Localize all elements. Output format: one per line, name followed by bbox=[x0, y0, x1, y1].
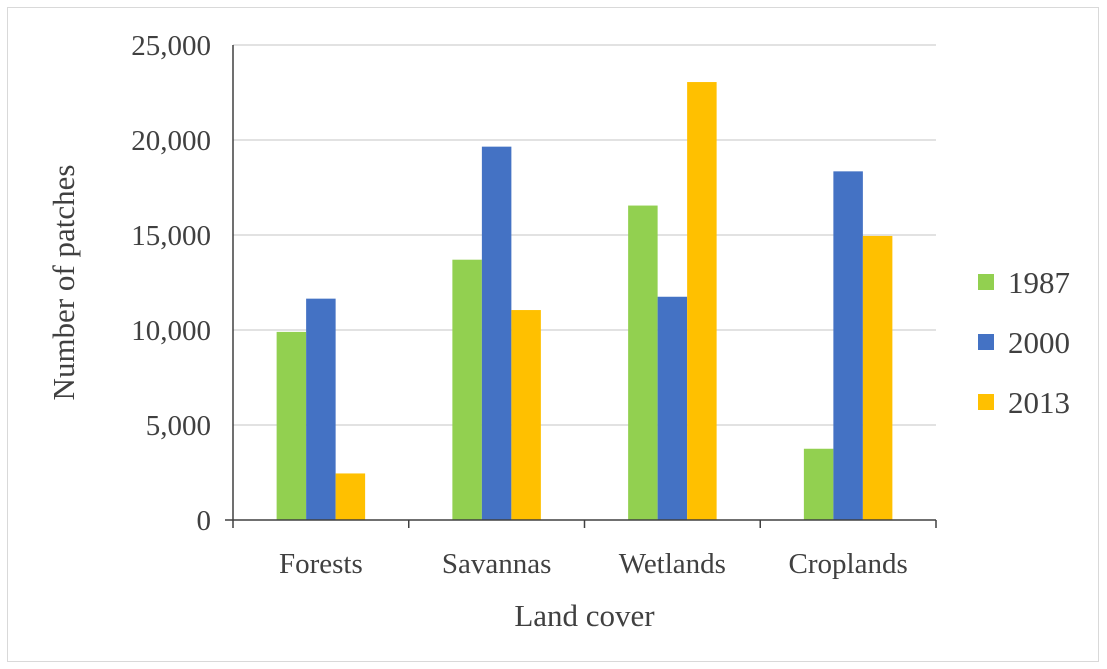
x-category-label: Wetlands bbox=[619, 548, 726, 580]
legend-label: 1987 bbox=[1008, 265, 1070, 300]
y-tick-label: 10,000 bbox=[131, 315, 211, 347]
y-tick-label: 25,000 bbox=[131, 30, 211, 62]
x-category-label: Savannas bbox=[442, 548, 552, 580]
legend-swatch-2013 bbox=[978, 394, 994, 410]
y-tick-label: 0 bbox=[197, 505, 212, 537]
bar-2000-forests bbox=[306, 298, 336, 520]
y-tick-label: 5,000 bbox=[146, 410, 211, 442]
legend-swatch-1987 bbox=[978, 274, 994, 290]
axes bbox=[225, 45, 937, 528]
legend-label: 2013 bbox=[1008, 385, 1070, 420]
x-category-labels: Forests Savannas Wetlands Croplands bbox=[279, 548, 908, 580]
chart-frame: 0 5,000 10,000 15,000 20,000 25,000 Forests Sa… bbox=[7, 7, 1099, 662]
bar-2000-savannas bbox=[481, 146, 512, 520]
bars bbox=[276, 82, 893, 521]
bar-2013-croplands bbox=[862, 235, 893, 520]
x-category-label: Forests bbox=[279, 548, 363, 580]
bar-1987-forests bbox=[276, 331, 307, 520]
bar-2013-forests bbox=[335, 473, 366, 520]
bar-2013-savannas bbox=[511, 310, 541, 520]
bar-2000-croplands bbox=[833, 171, 863, 520]
y-tick-labels: 0 5,000 10,000 15,000 20,000 25,000 bbox=[131, 30, 211, 537]
legend: 1987 2000 2013 bbox=[978, 265, 1070, 420]
bar-1987-croplands bbox=[803, 448, 834, 520]
x-axis-title: Land cover bbox=[514, 598, 655, 633]
y-tick-label: 15,000 bbox=[131, 220, 211, 252]
legend-label: 2000 bbox=[1008, 325, 1070, 360]
bar-1987-wetlands bbox=[628, 205, 658, 521]
bar-1987-savannas bbox=[452, 259, 482, 520]
x-category-label: Croplands bbox=[789, 548, 908, 580]
y-axis-title: Number of patches bbox=[46, 165, 81, 401]
bar-2000-wetlands bbox=[657, 296, 688, 520]
y-tick-label: 20,000 bbox=[131, 125, 211, 157]
bar-chart: 0 5,000 10,000 15,000 20,000 25,000 Forests Sa… bbox=[46, 30, 1070, 633]
bar-2013-wetlands bbox=[687, 82, 717, 521]
legend-swatch-2000 bbox=[978, 334, 994, 350]
gridlines bbox=[233, 44, 936, 426]
